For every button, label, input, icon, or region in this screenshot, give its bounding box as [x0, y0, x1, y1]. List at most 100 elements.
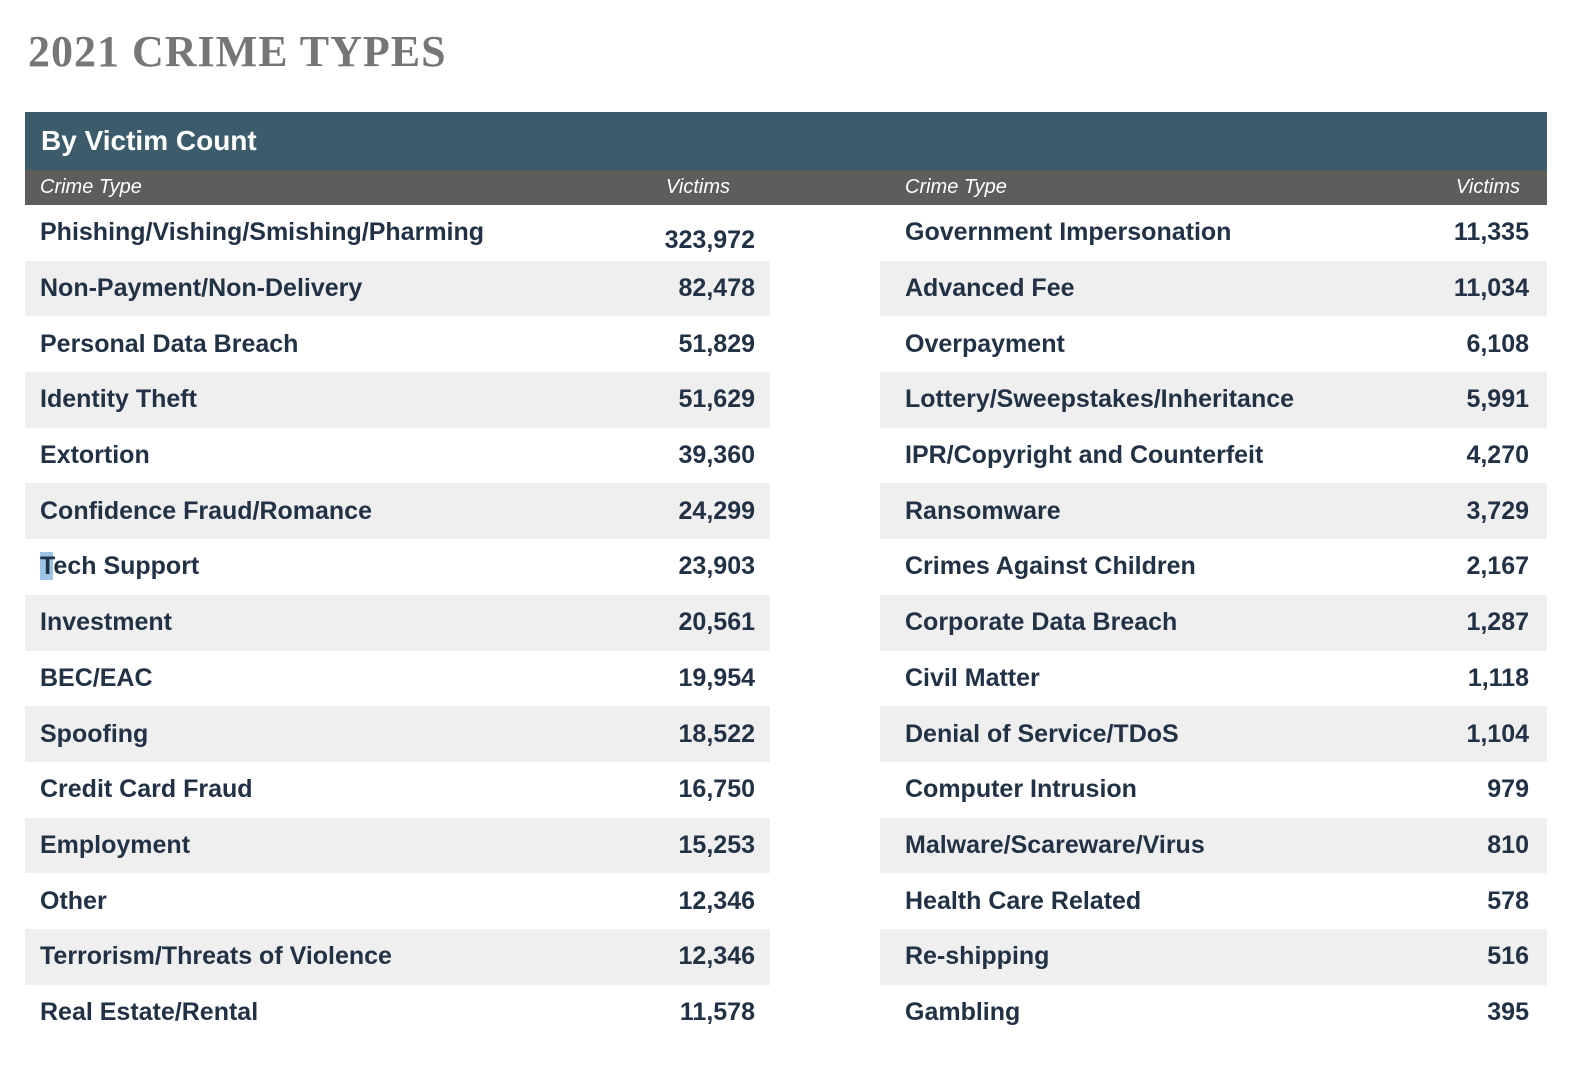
crime-type-cell: Gambling — [905, 997, 1021, 1026]
crime-type-cell: Employment — [40, 830, 191, 859]
table-row: Real Estate/Rental 11,578 — [25, 984, 770, 1041]
crime-type-cell: Spoofing — [40, 719, 149, 748]
table-row: Overpayment 6,108 — [880, 316, 1547, 373]
crime-type-cell: Health Care Related — [905, 886, 1142, 915]
table-row: Advanced Fee 11,034 — [880, 260, 1547, 317]
victims-cell: 12,346 — [678, 942, 755, 971]
table-row: Civil Matter 1,118 — [880, 650, 1547, 707]
crime-type-cell: Overpayment — [905, 329, 1065, 358]
column-header-crime-type-right: Crime Type — [905, 176, 1007, 198]
crime-type-cell: Credit Card Fraud — [40, 775, 253, 804]
crime-type-cell: Investment — [40, 608, 172, 637]
table-body: Phishing/Vishing/Smishing/Pharming 323,97… — [25, 205, 1547, 1041]
table-row: Phishing/Vishing/Smishing/Pharming 323,97… — [25, 205, 770, 261]
victims-cell: 1,118 — [1467, 663, 1529, 692]
table-row: BEC/EAC 19,954 — [25, 650, 770, 707]
victims-cell: 323,972 — [664, 226, 755, 255]
crime-type-cell: Re-shipping — [905, 942, 1050, 971]
crime-type-cell: Terrorism/Threats of Violence — [40, 942, 392, 971]
crime-type-cell: Other — [40, 886, 107, 915]
victims-cell: 51,829 — [678, 329, 755, 358]
crime-type-cell: Lottery/Sweepstakes/Inheritance — [905, 385, 1295, 414]
text-selection-highlight: T — [40, 552, 54, 581]
victims-cell: 18,522 — [678, 719, 755, 748]
crime-type-cell: Extortion — [40, 441, 150, 470]
victims-cell: 2,167 — [1466, 552, 1529, 581]
table-row: Crimes Against Children 2,167 — [880, 539, 1547, 595]
table-row: Lottery/Sweepstakes/Inheritance 5,991 — [880, 372, 1547, 428]
crime-type-cell: BEC/EAC — [40, 663, 153, 692]
table-row: IPR/Copyright and Counterfeit 4,270 — [880, 427, 1547, 484]
victims-cell: 5,991 — [1466, 385, 1529, 414]
table-row: Government Impersonation 11,335 — [880, 205, 1547, 261]
crime-type-cell: Phishing/Vishing/Smishing/Pharming — [40, 218, 485, 247]
table-row: Terrorism/Threats of Violence 12,346 — [25, 928, 770, 985]
victims-cell: 11,335 — [1453, 218, 1529, 247]
victims-cell: 979 — [1487, 775, 1529, 804]
table-row: Confidence Fraud/Romance 24,299 — [25, 483, 770, 540]
victims-cell: 11,578 — [679, 997, 755, 1026]
table-row: Other 12,346 — [25, 873, 770, 929]
crime-type-cell: Tech Support — [40, 552, 200, 581]
crime-types-table: By Victim Count Crime Type Victims Crime… — [25, 112, 1547, 1041]
table-row: Computer Intrusion 979 — [880, 761, 1547, 818]
column-header-victims-left: Victims — [665, 176, 730, 198]
crime-type-cell: Corporate Data Breach — [905, 608, 1178, 637]
victims-cell: 12,346 — [678, 886, 755, 915]
table-row: Re-shipping 516 — [880, 928, 1547, 985]
crime-type-cell: Advanced Fee — [905, 274, 1075, 303]
crime-type-cell: Confidence Fraud/Romance — [40, 496, 372, 525]
column-header-victims-right: Victims — [1455, 176, 1520, 198]
victims-cell: 578 — [1487, 886, 1529, 915]
table-title: By Victim Count — [41, 125, 257, 156]
crime-type-cell: Personal Data Breach — [40, 329, 299, 358]
victims-cell: 39,360 — [678, 441, 755, 470]
victims-cell: 3,729 — [1466, 496, 1529, 525]
table-row: Denial of Service/TDoS 1,104 — [880, 706, 1547, 762]
crime-type-cell: Government Impersonation — [905, 218, 1232, 247]
crime-type-cell: Identity Theft — [40, 385, 197, 414]
table-row: Corporate Data Breach 1,287 — [880, 594, 1547, 651]
table-row: Identity Theft 51,629 — [25, 372, 770, 428]
table-row: Personal Data Breach 51,829 — [25, 316, 770, 373]
victims-cell: 24,299 — [678, 496, 755, 525]
table-row: Health Care Related 578 — [880, 873, 1547, 929]
victims-cell: 19,954 — [678, 663, 755, 692]
crime-type-cell: Civil Matter — [905, 663, 1040, 692]
table-row: Non-Payment/Non-Delivery 82,478 — [25, 260, 770, 317]
victims-cell: 395 — [1487, 997, 1529, 1026]
crime-type-cell: Malware/Scareware/Virus — [905, 830, 1205, 859]
table-row: Ransomware 3,729 — [880, 483, 1547, 540]
left-table-body: Phishing/Vishing/Smishing/Pharming 323,97… — [25, 205, 770, 1041]
victims-cell: 82,478 — [678, 274, 755, 303]
page-title: 2021 CRIME TYPES — [28, 27, 447, 76]
table-row: Credit Card Fraud 16,750 — [25, 761, 770, 818]
table-row: Spoofing 18,522 — [25, 706, 770, 762]
victims-cell: 15,253 — [678, 830, 755, 859]
table-row: Tech Support 23,903 — [25, 539, 770, 595]
victims-cell: 1,287 — [1466, 608, 1529, 637]
table-title-bar: By Victim Count — [25, 112, 1547, 170]
crime-type-cell: Non-Payment/Non-Delivery — [40, 274, 363, 303]
table-row: Investment 20,561 — [25, 594, 770, 651]
column-header-crime-type-left: Crime Type — [40, 176, 142, 198]
crime-type-cell: Ransomware — [905, 496, 1061, 525]
victims-cell: 16,750 — [678, 775, 755, 804]
victims-cell: 4,270 — [1466, 441, 1529, 470]
crime-type-cell: Computer Intrusion — [905, 775, 1137, 804]
victims-cell: 51,629 — [678, 385, 755, 414]
crime-type-cell: IPR/Copyright and Counterfeit — [905, 441, 1264, 470]
victims-cell: 23,903 — [678, 552, 755, 581]
table-row: Employment 15,253 — [25, 817, 770, 874]
table-row: Malware/Scareware/Virus 810 — [880, 817, 1547, 874]
crime-type-cell: Crimes Against Children — [905, 552, 1196, 581]
column-header-row: Crime Type Victims Crime Type Victims — [25, 170, 1547, 205]
victims-cell: 11,034 — [1453, 274, 1529, 303]
table-gutter — [770, 205, 880, 1041]
crime-type-cell: Denial of Service/TDoS — [905, 719, 1179, 748]
victims-cell: 516 — [1487, 942, 1529, 971]
right-table-body: Government Impersonation 11,335 Advanced F… — [880, 205, 1547, 1041]
victims-cell: 1,104 — [1466, 719, 1529, 748]
table-row: Gambling 395 — [880, 984, 1547, 1041]
